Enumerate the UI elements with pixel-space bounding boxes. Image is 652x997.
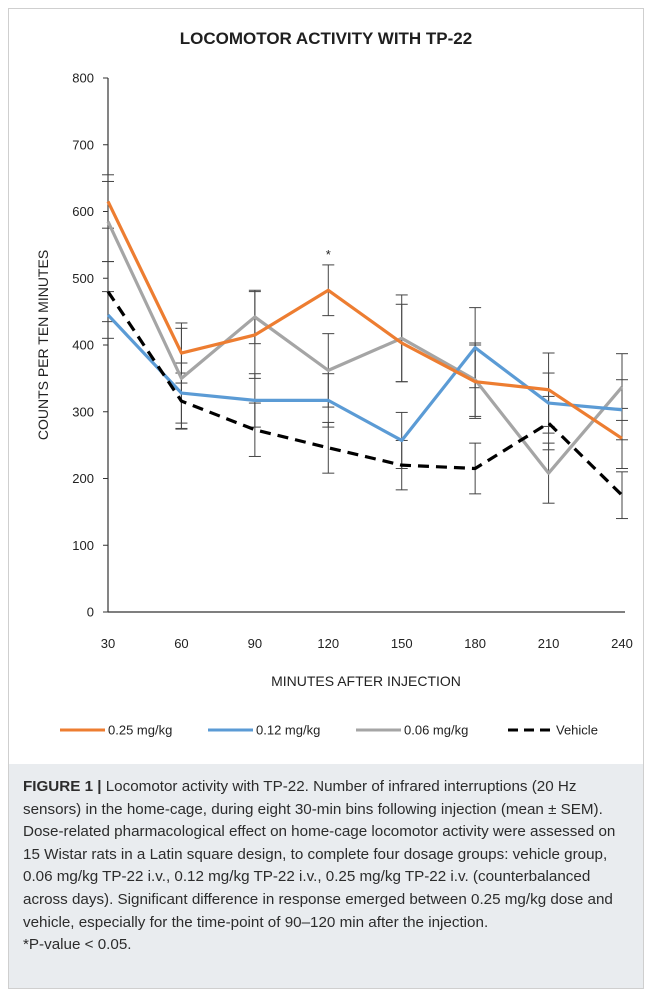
series-line-0-12-mg-kg (108, 315, 622, 440)
series-lines (108, 201, 622, 495)
x-tick-label: 90 (248, 636, 262, 651)
x-tick-label: 120 (317, 636, 339, 651)
legend-label: 0.06 mg/kg (404, 723, 468, 738)
caption-significance-note: *P-value < 0.05. (23, 936, 132, 953)
chart-legend: 0.25 mg/kg 0.12 mg/kg 0.06 mg/kg Vehicle (60, 723, 598, 738)
legend-label: 0.25 mg/kg (108, 723, 172, 738)
x-axis-label: MINUTES AFTER INJECTION (271, 673, 461, 689)
series-line-0-06-mg-kg (108, 222, 622, 474)
caption-paragraph: FIGURE 1 | Locomotor activity with TP-22… (23, 776, 629, 957)
x-tick-labels: 30 60 90 120 150 180 210 240 (101, 636, 633, 651)
chart-annotations: * (326, 247, 331, 262)
y-tick-labels: 0 100 200 300 400 500 600 700 800 (72, 71, 108, 620)
figure-caption: FIGURE 1 | Locomotor activity with TP-22… (9, 764, 643, 988)
x-tick-label: 240 (611, 636, 633, 651)
caption-label: FIGURE 1 | (23, 778, 102, 795)
y-tick-label: 500 (72, 271, 94, 286)
x-tick-label: 150 (391, 636, 413, 651)
y-tick-label: 800 (72, 71, 94, 86)
y-tick-label: 0 (87, 605, 94, 620)
y-tick-label: 300 (72, 404, 94, 419)
y-tick-label: 600 (72, 204, 94, 219)
line-chart: LOCOMOTOR ACTIVITY WITH TP-22 0100200300… (0, 0, 652, 760)
y-tick-label: 700 (72, 137, 94, 152)
error-bars (102, 175, 628, 519)
caption-body: Locomotor activity with TP-22. Number of… (23, 778, 615, 931)
significance-marker: * (326, 247, 331, 262)
y-tick-label: 100 (72, 538, 94, 553)
chart-axes (108, 78, 625, 612)
x-tick-label: 180 (464, 636, 486, 651)
y-tick-label: 200 (72, 471, 94, 486)
y-tick-label: 400 (72, 338, 94, 353)
x-tick-label: 210 (538, 636, 560, 651)
x-tick-label: 60 (174, 636, 188, 651)
x-tick-label: 30 (101, 636, 115, 651)
legend-label: Vehicle (556, 723, 598, 738)
y-axis-label: COUNTS PER TEN MINUTES (35, 250, 51, 440)
chart-title: LOCOMOTOR ACTIVITY WITH TP-22 (180, 29, 472, 48)
legend-label: 0.12 mg/kg (256, 723, 320, 738)
